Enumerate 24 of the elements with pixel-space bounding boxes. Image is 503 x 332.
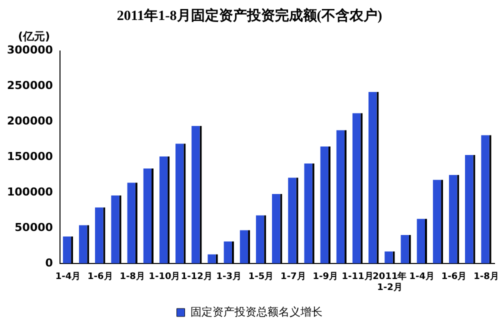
chart-title: 2011年1-8月固定资产投资完成额(不含农户): [116, 7, 382, 24]
x-tick-label: 1-6月: [441, 271, 467, 282]
x-tick-label: 1-9月: [312, 271, 338, 282]
x-tick-label: 1-10月: [148, 271, 180, 282]
x-tick-label: 1-6月: [88, 271, 113, 282]
x-tick-label: 1-11月: [342, 271, 374, 282]
y-tick-label: 50000: [14, 220, 54, 234]
x-tick-label: 2011年 1-2月: [372, 271, 407, 293]
y-axis-title: (亿元): [18, 30, 50, 44]
legend-label: 固定资产投资总额名义增长: [190, 305, 322, 318]
x-tick-label: 1-4月: [409, 271, 435, 282]
x-tick-label: 1-5月: [248, 271, 274, 282]
x-tick-label: 1-4月: [55, 271, 81, 282]
y-tick-label: 100000: [6, 185, 54, 198]
y-tick-label: 200000: [6, 114, 54, 128]
x-tick-label: 1-7月: [280, 271, 306, 282]
y-tick-label: 150000: [6, 150, 54, 163]
y-tick-label: 250000: [6, 79, 54, 92]
x-tick-label: 1-3月: [216, 271, 242, 282]
x-tick-label: 1-8月: [120, 271, 145, 282]
x-tick-label: 1-12月: [180, 271, 212, 282]
y-tick-label: 0: [45, 256, 54, 270]
y-tick-label: 300000: [6, 44, 54, 57]
x-tick-label: 1-8月: [474, 271, 499, 282]
